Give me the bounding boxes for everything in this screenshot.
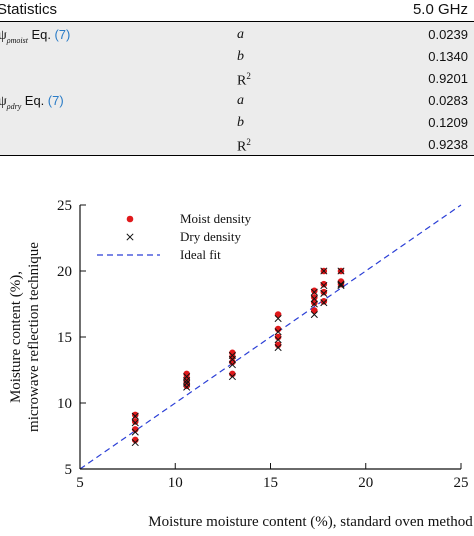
header-frequency: 5.0 GHz (412, 1, 468, 18)
dry-density-point (131, 439, 139, 447)
x-tick-label: 10 (168, 475, 183, 491)
dry-density-point (320, 289, 328, 297)
row-label-dry: ψρdry Eq. (7) (0, 93, 64, 111)
dry-density-point (337, 267, 345, 275)
moist-density-point (311, 294, 318, 301)
moist-density-point (320, 280, 328, 288)
param-b: b (237, 49, 244, 64)
dry-density-point (337, 280, 345, 288)
dry-density-point (274, 344, 282, 352)
param-b: b (237, 115, 244, 130)
table-row: R2 0.9201 (0, 68, 474, 90)
y-tick-label: 25 (57, 198, 72, 214)
table-row: b 0.1209 (0, 112, 474, 134)
moist-density-point (131, 411, 139, 419)
x-tick-label: 20 (358, 475, 373, 491)
legend-moist-label: Moist density (180, 211, 252, 226)
dry-density-point (274, 314, 282, 323)
table-row: ψρdry Eq. (7) a 0.0283 (0, 90, 474, 112)
table-row: b 0.1340 (0, 46, 474, 68)
moist-density-point (311, 287, 318, 295)
y-axis-label: Moisture content (%), (8, 271, 24, 403)
dry-density-point (131, 412, 139, 420)
x-tick-label: 5 (76, 475, 84, 491)
legend-moist-marker (126, 215, 134, 223)
y-tick-label: 15 (57, 330, 72, 346)
table-header: Statistics 5.0 GHz (0, 0, 474, 22)
dry-density-point (310, 295, 318, 303)
x-axis-label: Moisture moisture content (%), standard … (148, 514, 473, 530)
chart-svg: 5 10 15 20 25 5 10 15 20 25 Moist density Dry dens… (8, 198, 473, 530)
header-statistics: Statistics (0, 1, 58, 18)
dry-density-point (228, 355, 236, 363)
value-cell: 0.0239 (428, 27, 468, 42)
dry-density-point (228, 373, 236, 381)
x-tick-label: 25 (454, 475, 469, 491)
dry-density-point (310, 288, 318, 296)
dry-density-point (320, 281, 328, 290)
moist-density-point (320, 298, 328, 305)
scatter-chart: 5 10 15 20 25 5 10 15 20 25 Moist density Dry dens… (0, 190, 474, 531)
moist-density-point (320, 288, 328, 296)
param-a: a (237, 93, 244, 108)
legend: Moist density Dry density Ideal fit (97, 211, 252, 262)
param-r2: R2 (237, 137, 251, 155)
value-cell: 0.9238 (428, 137, 468, 152)
equation-ref-link[interactable]: (7) (47, 93, 64, 108)
legend-dry-label: Dry density (180, 229, 242, 244)
dry-density-point (131, 428, 139, 436)
table-row: R2 0.9238 (0, 134, 474, 156)
dry-density-point (337, 281, 345, 290)
dry-density-point (274, 336, 282, 344)
dry-density-point (310, 300, 318, 308)
x-tick-label: 15 (263, 475, 278, 491)
value-cell: 0.0283 (428, 93, 468, 108)
dry-density-point (310, 311, 318, 319)
legend-fit-label: Ideal fit (180, 247, 221, 262)
dry-density-point (320, 299, 328, 307)
y-tick-label: 20 (57, 264, 72, 280)
dry-density-point (228, 361, 236, 369)
statistics-table: Statistics 5.0 GHz ψρmoist Eq. (7) a 0.0… (0, 0, 474, 157)
table-row: ψρmoist Eq. (7) a 0.0239 (0, 24, 474, 46)
moist-density-point (131, 418, 139, 425)
dry-density-point (183, 383, 191, 391)
plot-area (79, 204, 462, 470)
ideal-fit-line (79, 204, 462, 470)
legend-dry-marker (126, 233, 134, 241)
value-cell: 0.1340 (428, 49, 468, 64)
value-cell: 0.9201 (428, 71, 468, 86)
dry-density-point (320, 267, 328, 275)
y-tick-label: 5 (65, 462, 73, 478)
param-r2: R2 (237, 71, 251, 89)
axes: 5 10 15 20 25 5 10 15 20 25 (57, 198, 469, 491)
dry-density-point (131, 419, 139, 427)
dry-density-point (274, 328, 282, 336)
equation-ref-link[interactable]: (7) (54, 27, 71, 42)
table-body: ψρmoist Eq. (7) a 0.0239 b 0.1340 R2 0.9… (0, 22, 474, 156)
param-a: a (237, 27, 244, 42)
y-axis-label: microwave reflection technique (26, 242, 42, 432)
y-tick-label: 10 (57, 396, 72, 412)
dry-density-point (183, 377, 191, 385)
value-cell: 0.1209 (428, 115, 468, 130)
row-label-moist: ψρmoist Eq. (7) (0, 27, 71, 45)
